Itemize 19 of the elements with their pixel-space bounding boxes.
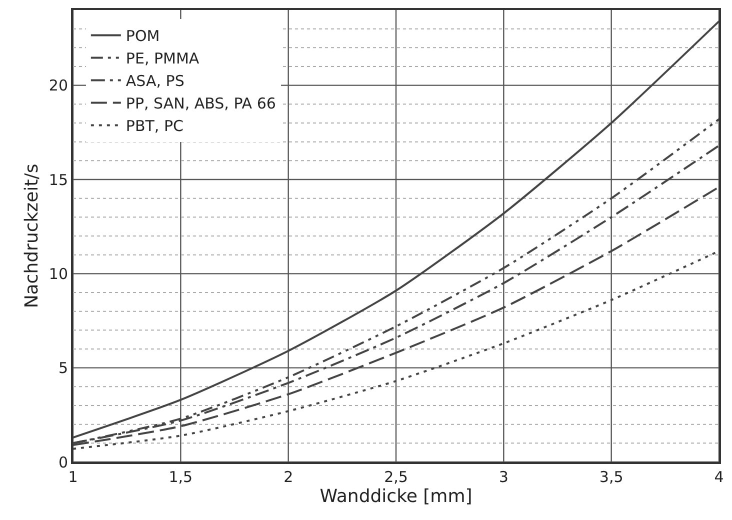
legend-label: PBT, PC [126,117,184,136]
x-tick-label: 3,5 [599,468,624,486]
x-tick-label: 4 [714,468,724,486]
x-tick-label: 1 [68,468,78,486]
x-tick-label: 2 [284,468,294,486]
legend-label: POM [126,27,160,46]
legend-label: ASA, PS [126,72,184,90]
legend-label: PP, SAN, ABS, PA 66 [126,94,276,113]
y-tick-label: 15 [48,170,68,189]
y-axis-title: Nachdruckzeit/s [22,164,43,308]
x-axis-title: Wanddicke [mm] [320,486,472,507]
y-tick-label: 20 [48,76,68,95]
y-tick-label: 5 [58,359,68,378]
x-tick-label: 3 [498,468,508,486]
x-tick-label: 2,5 [384,468,408,486]
y-tick-label: 10 [48,264,68,283]
x-tick-label: 1,5 [168,468,193,486]
y-tick-label: 0 [58,453,68,472]
legend-label: PE, PMMA [126,50,200,68]
